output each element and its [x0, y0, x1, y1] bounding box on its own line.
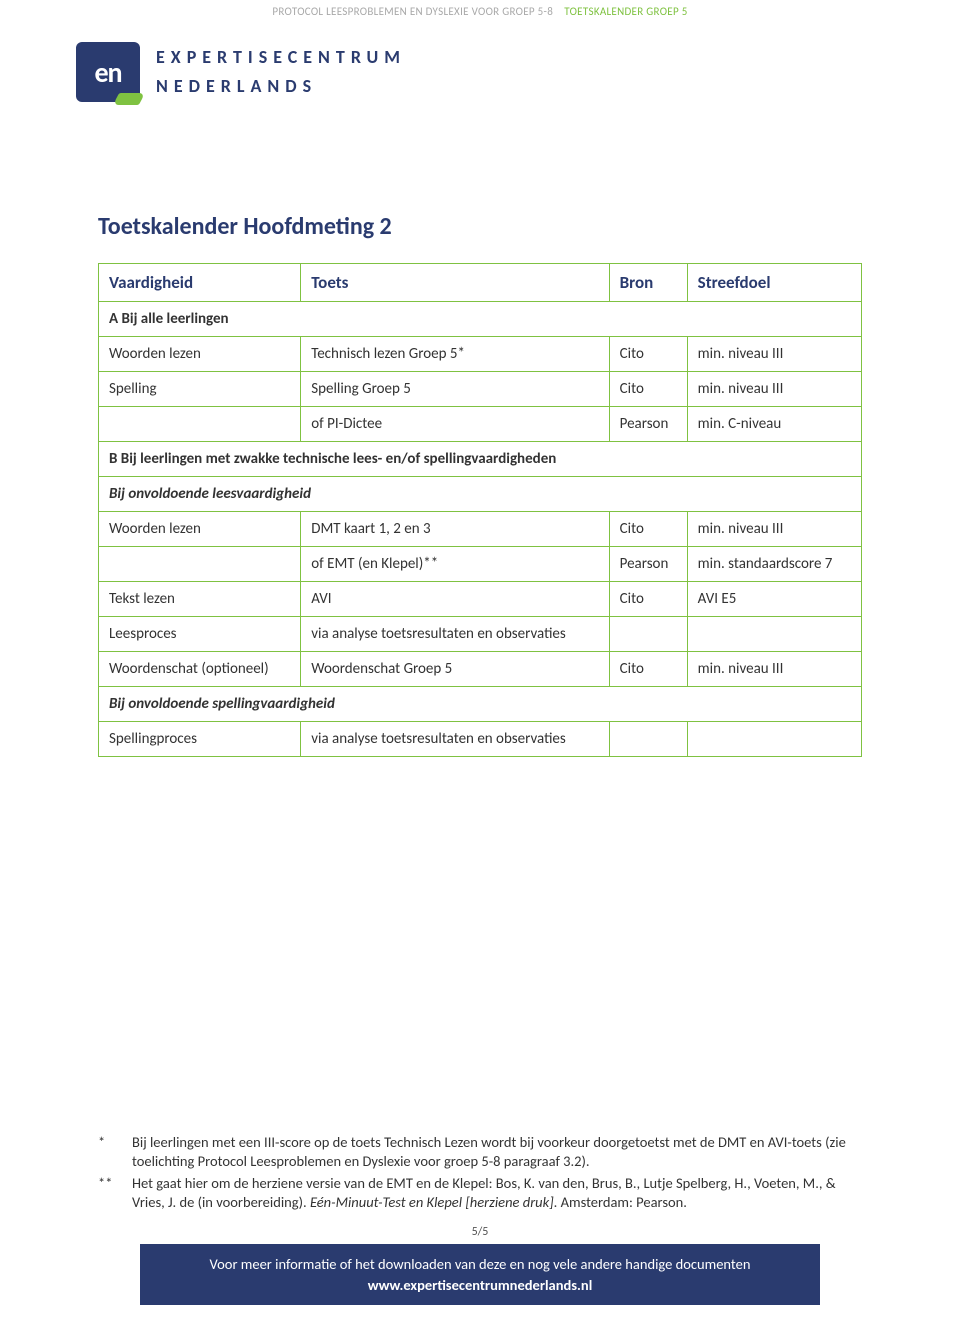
footnote-text: Het gaat hier om de herziene versie van … [132, 1174, 862, 1213]
cell: Spelling Groep 5 [301, 372, 609, 407]
th-vaardigheid: Vaardigheid [99, 264, 301, 302]
cell: Cito [609, 372, 687, 407]
sub-b1-label: Bij onvoldoende leesvaardigheid [99, 477, 862, 512]
cell: Spelling [99, 372, 301, 407]
cell: min. niveau III [687, 652, 861, 687]
section-b-label: B Bij leerlingen met zwakke technische l… [99, 442, 862, 477]
table-row: of EMT (en Klepel)** Pearson min. standa… [99, 547, 862, 582]
sub-b1-row: Bij onvoldoende leesvaardigheid [99, 477, 862, 512]
th-streefdoel: Streefdoel [687, 264, 861, 302]
cell: DMT kaart 1, 2 en 3 [301, 512, 609, 547]
cell: Cito [609, 512, 687, 547]
cell: of EMT (en Klepel)** [301, 547, 609, 582]
cell: Woordenschat (optioneel) [99, 652, 301, 687]
cell [687, 617, 861, 652]
th-bron: Bron [609, 264, 687, 302]
footnote-1: * Bij leerlingen met een III-score op de… [98, 1133, 862, 1172]
cell: Woordenschat Groep 5 [301, 652, 609, 687]
cell: Leesproces [99, 617, 301, 652]
table-row: of PI-Dictee Pearson min. C-niveau [99, 407, 862, 442]
table-row: Leesproces via analyse toetsresultaten e… [99, 617, 862, 652]
cell [609, 722, 687, 757]
footnote-mark: * [98, 1133, 120, 1172]
cell: Cito [609, 337, 687, 372]
content-area: Toetskalender Hoofdmeting 2 Vaardigheid … [98, 212, 862, 757]
header-left: PROTOCOL LEESPROBLEMEN EN DYSLEXIE VOOR … [272, 5, 553, 18]
logo: en EXPERTISECENTRUM NEDERLANDS [76, 42, 960, 102]
header-right: TOETSKALENDER GROEP 5 [564, 5, 687, 18]
logo-mark-icon: en [76, 42, 140, 102]
cell: Technisch lezen Groep 5* [301, 337, 609, 372]
cell: via analyse toetsresultaten en observati… [301, 617, 609, 652]
logo-name: EXPERTISECENTRUM NEDERLANDS [156, 43, 406, 101]
logo-line2: NEDERLANDS [156, 72, 406, 101]
cell: min. niveau III [687, 337, 861, 372]
cell: min. C-niveau [687, 407, 861, 442]
footnote-text: Bij leerlingen met een III-score op de t… [132, 1133, 862, 1172]
sub-b2-label: Bij onvoldoende spellingvaardigheid [99, 687, 862, 722]
cell: Cito [609, 582, 687, 617]
cell: Pearson [609, 407, 687, 442]
table-row: Woordenschat (optioneel) Woordenschat Gr… [99, 652, 862, 687]
cell: Spellingproces [99, 722, 301, 757]
cell: Cito [609, 652, 687, 687]
section-b-row: B Bij leerlingen met zwakke technische l… [99, 442, 862, 477]
cell: Tekst lezen [99, 582, 301, 617]
cell: Pearson [609, 547, 687, 582]
footer-line1: Voor meer informatie of het downloaden v… [148, 1254, 812, 1274]
cell [609, 617, 687, 652]
logo-line1: EXPERTISECENTRUM [156, 43, 406, 72]
footnote-mark: ** [98, 1174, 120, 1213]
table-row: Spellingproces via analyse toetsresultat… [99, 722, 862, 757]
footnote-2c: . Amsterdam: Pearson. [554, 1193, 687, 1211]
page-header: PROTOCOL LEESPROBLEMEN EN DYSLEXIE VOOR … [0, 0, 960, 18]
cell: of PI-Dictee [301, 407, 609, 442]
cell [687, 722, 861, 757]
cell: Woorden lezen [99, 512, 301, 547]
toetskalender-table: Vaardigheid Toets Bron Streefdoel A Bij … [98, 263, 862, 757]
table-row: Spelling Spelling Groep 5 Cito min. nive… [99, 372, 862, 407]
cell: AVI [301, 582, 609, 617]
page-number: 5/5 [0, 1225, 960, 1239]
table-row: Tekst lezen AVI Cito AVI E5 [99, 582, 862, 617]
table-row: Woorden lezen Technisch lezen Groep 5* C… [99, 337, 862, 372]
cell [99, 547, 301, 582]
footer-bar: Voor meer informatie of het downloaden v… [140, 1244, 820, 1305]
page-title: Toetskalender Hoofdmeting 2 [98, 212, 862, 241]
table-row: Woorden lezen DMT kaart 1, 2 en 3 Cito m… [99, 512, 862, 547]
section-a-row: A Bij alle leerlingen [99, 302, 862, 337]
cell: min. niveau III [687, 512, 861, 547]
cell: Woorden lezen [99, 337, 301, 372]
cell: via analyse toetsresultaten en observati… [301, 722, 609, 757]
footnote-2b: Eén-Minuut-Test en Klepel [herziene druk… [310, 1193, 554, 1211]
cell: AVI E5 [687, 582, 861, 617]
footnotes: * Bij leerlingen met een III-score op de… [98, 1133, 862, 1215]
footer-url: www.expertisecentrumnederlands.nl [148, 1275, 812, 1295]
th-toets: Toets [301, 264, 609, 302]
table-header-row: Vaardigheid Toets Bron Streefdoel [99, 264, 862, 302]
cell [99, 407, 301, 442]
cell: min. standaardscore 7 [687, 547, 861, 582]
section-a-label: A Bij alle leerlingen [99, 302, 862, 337]
cell: min. niveau III [687, 372, 861, 407]
logo-mark-text: en [94, 55, 121, 90]
footnote-2: ** Het gaat hier om de herziene versie v… [98, 1174, 862, 1213]
sub-b2-row: Bij onvoldoende spellingvaardigheid [99, 687, 862, 722]
